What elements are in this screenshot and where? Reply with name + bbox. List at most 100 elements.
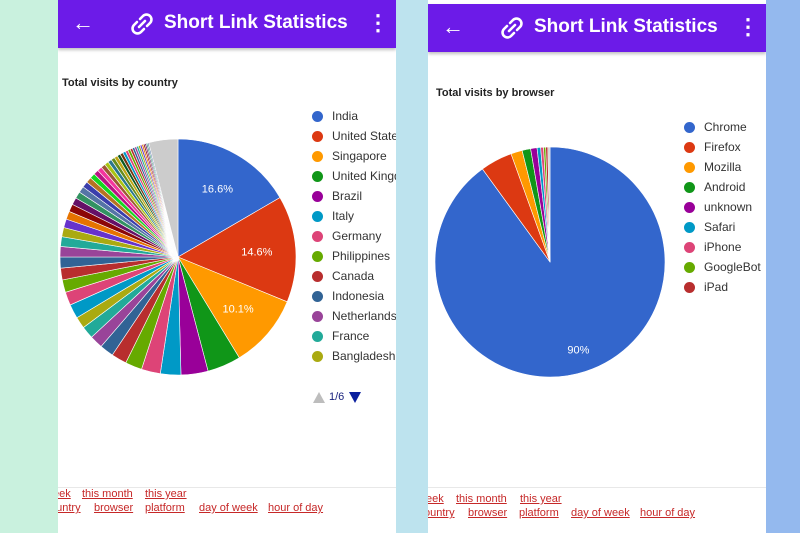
link-hour-of-day[interactable]: hour of day — [268, 502, 324, 514]
legend-swatch — [312, 170, 323, 182]
legend-swatch — [684, 221, 695, 233]
link-icon — [501, 17, 523, 39]
legend-label: Netherlands — [332, 309, 396, 323]
legend-swatch — [684, 201, 695, 213]
data-label-singapore: 10.1% — [223, 303, 254, 315]
link-week[interactable]: eek — [58, 488, 71, 500]
legend-item-france[interactable]: France — [312, 326, 396, 346]
legend-swatch — [684, 261, 695, 273]
legend-label: Italy — [332, 209, 355, 223]
divider — [428, 487, 766, 488]
legend-item-mozilla[interactable]: Mozilla — [684, 157, 761, 177]
legend-label: Indonesia — [332, 289, 385, 303]
legend-swatch — [312, 230, 323, 242]
link-browser[interactable]: browser — [94, 502, 134, 514]
pie-slice-singapore[interactable] — [177, 256, 288, 359]
arrow-left-icon[interactable]: ← — [72, 10, 94, 35]
legend-label: Brazil — [332, 189, 363, 203]
legend-item-ipad[interactable]: iPad — [684, 277, 761, 297]
legend-label: United States — [332, 129, 396, 143]
legend-item-firefox[interactable]: Firefox — [684, 137, 761, 157]
screen-country-stats: ← Short Link Statistics ⋮ Total visits b… — [58, 0, 396, 533]
legend-swatch — [312, 350, 323, 362]
legend-item-india[interactable]: India — [312, 106, 396, 126]
legend-swatch — [312, 290, 323, 302]
legend-item-united-kingdom[interactable]: United Kingdom — [312, 166, 396, 186]
legend-item-italy[interactable]: Italy — [312, 206, 396, 226]
link-this-year[interactable]: this year — [145, 488, 187, 500]
page-down-icon[interactable] — [349, 391, 362, 403]
link-this-year[interactable]: this year — [520, 493, 562, 505]
legend-label: iPad — [704, 280, 729, 294]
legend-item-googlebot[interactable]: GoogleBot — [684, 257, 761, 277]
divider — [58, 487, 396, 488]
link-day-of-week[interactable]: day of week — [199, 502, 258, 514]
link-this-month[interactable]: this month — [456, 493, 507, 505]
link-browser[interactable]: browser — [468, 507, 508, 519]
app-bar: ← Short Link Statistics ⋮ — [428, 4, 766, 52]
legend-label: Chrome — [704, 120, 747, 134]
legend-swatch — [684, 241, 695, 253]
app-title: Short Link Statistics — [534, 16, 718, 37]
legend-swatch — [684, 281, 695, 293]
legend-swatch — [684, 181, 695, 193]
legend-item-android[interactable]: Android — [684, 177, 761, 197]
link-this-month[interactable]: this month — [82, 488, 133, 500]
legend-label: Germany — [332, 229, 382, 243]
data-label-chrome: 90% — [567, 344, 589, 356]
arrow-left-icon[interactable]: ← — [442, 14, 464, 39]
page-up-icon[interactable] — [313, 391, 325, 403]
background-right — [766, 0, 800, 533]
legend-label: unknown — [704, 200, 753, 214]
link-day-of-week[interactable]: day of week — [571, 507, 630, 519]
pie-slice-united-states[interactable] — [177, 197, 297, 303]
legend-item-safari[interactable]: Safari — [684, 217, 761, 237]
legend-item-netherlands[interactable]: Netherlands — [312, 306, 396, 326]
link-hour-of-day[interactable]: hour of day — [640, 507, 696, 519]
range-links: eek this month this year ountry browser … — [58, 488, 396, 528]
legend-item-brazil[interactable]: Brazil — [312, 186, 396, 206]
legend-item-chrome[interactable]: Chrome — [684, 117, 761, 137]
chart-title: Total visits by browser — [436, 87, 555, 99]
legend-item-iphone[interactable]: iPhone — [684, 237, 761, 257]
legend-label: United Kingdom — [332, 169, 396, 183]
legend-label: India — [332, 109, 359, 123]
legend-item-philippines[interactable]: Philippines — [312, 246, 396, 266]
pager-text: 1/6 — [329, 391, 345, 403]
legend-item-unknown[interactable]: unknown — [684, 197, 761, 217]
legend-swatch — [312, 270, 323, 282]
legend-label: Canada — [332, 269, 375, 283]
legend-item-indonesia[interactable]: Indonesia — [312, 286, 396, 306]
legend-item-canada[interactable]: Canada — [312, 266, 396, 286]
legend-swatch — [684, 141, 695, 153]
legend-label: Firefox — [704, 140, 741, 154]
legend-item-germany[interactable]: Germany — [312, 226, 396, 246]
link-platform[interactable]: platform — [145, 502, 185, 514]
legend-country: India United States Singapore United Kingdo… — [312, 106, 396, 366]
legend-item-united-states[interactable]: United States — [312, 126, 396, 146]
legend-item-bangladesh[interactable]: Bangladesh — [312, 346, 396, 366]
pie-slice-remaining[interactable] — [148, 138, 179, 258]
legend-label: GoogleBot — [704, 260, 761, 274]
legend-browser: Chrome Firefox Mozilla Android unknown Safari… — [684, 117, 761, 297]
legend-label: Mozilla — [704, 160, 742, 174]
link-country[interactable]: ountry — [428, 507, 455, 519]
link-week[interactable]: eek — [428, 493, 444, 505]
more-vert-icon[interactable]: ⋮ — [737, 14, 759, 39]
pie-slice-india[interactable] — [177, 138, 281, 258]
pie-slice-remaining[interactable] — [547, 146, 551, 263]
app-bar: ← Short Link Statistics ⋮ — [58, 0, 396, 48]
legend-pager: 1/6 — [313, 389, 362, 405]
link-platform[interactable]: platform — [519, 507, 559, 519]
legend-swatch — [312, 110, 323, 122]
legend-label: France — [332, 329, 370, 343]
legend-item-singapore[interactable]: Singapore — [312, 146, 396, 166]
more-vert-icon[interactable]: ⋮ — [367, 10, 389, 35]
legend-label: Android — [704, 180, 746, 194]
legend-label: iPhone — [704, 240, 742, 254]
legend-swatch — [312, 150, 323, 162]
chart-title: Total visits by country — [62, 77, 178, 89]
legend-label: Singapore — [332, 149, 387, 163]
pie-slice-chrome[interactable] — [434, 146, 666, 378]
link-country[interactable]: ountry — [58, 502, 81, 514]
